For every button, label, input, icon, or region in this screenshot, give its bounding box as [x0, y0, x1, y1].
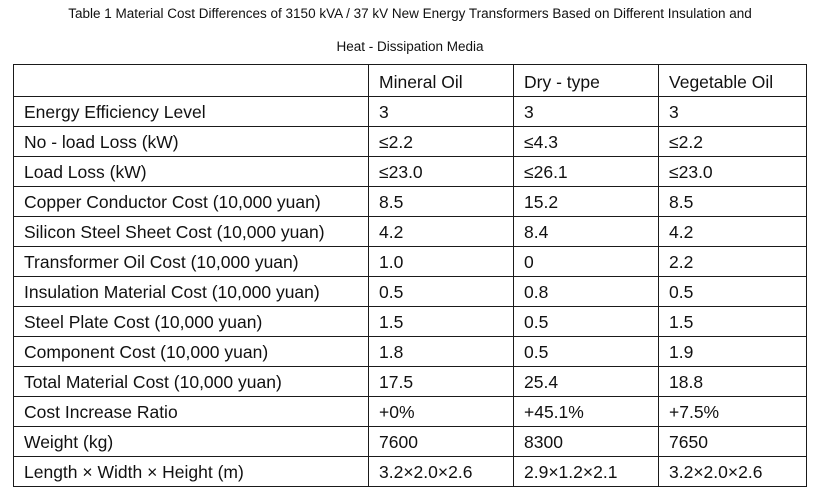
- table-row: Load Loss (kW) ≤23.0 ≤26.1 ≤23.0: [13, 156, 807, 187]
- row-label: Energy Efficiency Level: [13, 96, 369, 127]
- cell-vegetable-oil: 1.9: [658, 336, 807, 367]
- row-label: Weight (kg): [13, 426, 369, 457]
- cell-dry-type: 0.5: [513, 306, 659, 337]
- row-label: Component Cost (10,000 yuan): [13, 336, 369, 367]
- cell-mineral-oil: 1.8: [368, 336, 514, 367]
- header-cell-vegetable-oil: Vegetable Oil: [658, 64, 807, 97]
- cell-vegetable-oil: 1.5: [658, 306, 807, 337]
- table-row: Component Cost (10,000 yuan) 1.8 0.5 1.9: [13, 336, 807, 367]
- header-cell-dry-type: Dry - type: [513, 64, 659, 97]
- cell-vegetable-oil: 4.2: [658, 216, 807, 247]
- cost-comparison-table: Mineral Oil Dry - type Vegetable Oil Ene…: [13, 64, 807, 487]
- cell-dry-type: +45.1%: [513, 396, 659, 427]
- row-label: Transformer Oil Cost (10,000 yuan): [13, 246, 369, 277]
- cell-dry-type: 2.9×1.2×2.1: [513, 456, 659, 487]
- cell-vegetable-oil: 3: [658, 96, 807, 127]
- table-caption-line-1: Table 1 Material Cost Differences of 315…: [68, 6, 752, 21]
- cell-mineral-oil: 1.5: [368, 306, 514, 337]
- table-caption-line-2: Heat - Dissipation Media: [336, 39, 484, 54]
- cell-dry-type: ≤26.1: [513, 156, 659, 187]
- cell-vegetable-oil: 3.2×2.0×2.6: [658, 456, 807, 487]
- table-row: Total Material Cost (10,000 yuan) 17.5 2…: [13, 366, 807, 397]
- cell-mineral-oil: +0%: [368, 396, 514, 427]
- table-header-row: Mineral Oil Dry - type Vegetable Oil: [13, 64, 807, 97]
- table-row: Length × Width × Height (m) 3.2×2.0×2.6 …: [13, 456, 807, 487]
- cell-vegetable-oil: 8.5: [658, 186, 807, 217]
- row-label: Copper Conductor Cost (10,000 yuan): [13, 186, 369, 217]
- table-row: Energy Efficiency Level 3 3 3: [13, 96, 807, 127]
- cell-dry-type: 3: [513, 96, 659, 127]
- cell-dry-type: 0: [513, 246, 659, 277]
- table-row: Weight (kg) 7600 8300 7650: [13, 426, 807, 457]
- cell-mineral-oil: ≤2.2: [368, 126, 514, 157]
- header-cell-corner: [13, 64, 369, 97]
- table-row: Transformer Oil Cost (10,000 yuan) 1.0 0…: [13, 246, 807, 277]
- row-label: Cost Increase Ratio: [13, 396, 369, 427]
- cell-vegetable-oil: 7650: [658, 426, 807, 457]
- cell-mineral-oil: 4.2: [368, 216, 514, 247]
- table-row: Silicon Steel Sheet Cost (10,000 yuan) 4…: [13, 216, 807, 247]
- cell-vegetable-oil: ≤23.0: [658, 156, 807, 187]
- cell-dry-type: 15.2: [513, 186, 659, 217]
- row-label: Insulation Material Cost (10,000 yuan): [13, 276, 369, 307]
- cell-vegetable-oil: +7.5%: [658, 396, 807, 427]
- cell-dry-type: ≤4.3: [513, 126, 659, 157]
- table-row: Copper Conductor Cost (10,000 yuan) 8.5 …: [13, 186, 807, 217]
- cell-dry-type: 8.4: [513, 216, 659, 247]
- cell-dry-type: 25.4: [513, 366, 659, 397]
- cell-mineral-oil: ≤23.0: [368, 156, 514, 187]
- row-label: Length × Width × Height (m): [13, 456, 369, 487]
- cell-vegetable-oil: 2.2: [658, 246, 807, 277]
- cell-mineral-oil: 3.2×2.0×2.6: [368, 456, 514, 487]
- cell-vegetable-oil: ≤2.2: [658, 126, 807, 157]
- table-row: Steel Plate Cost (10,000 yuan) 1.5 0.5 1…: [13, 306, 807, 337]
- cell-dry-type: 0.5: [513, 336, 659, 367]
- cell-mineral-oil: 1.0: [368, 246, 514, 277]
- cell-mineral-oil: 3: [368, 96, 514, 127]
- row-label: Total Material Cost (10,000 yuan): [13, 366, 369, 397]
- row-label: Load Loss (kW): [13, 156, 369, 187]
- cell-mineral-oil: 8.5: [368, 186, 514, 217]
- cell-mineral-oil: 17.5: [368, 366, 514, 397]
- row-label: No - load Loss (kW): [13, 126, 369, 157]
- row-label: Steel Plate Cost (10,000 yuan): [13, 306, 369, 337]
- cell-dry-type: 0.8: [513, 276, 659, 307]
- cell-mineral-oil: 7600: [368, 426, 514, 457]
- cell-mineral-oil: 0.5: [368, 276, 514, 307]
- table-row: No - load Loss (kW) ≤2.2 ≤4.3 ≤2.2: [13, 126, 807, 157]
- cell-vegetable-oil: 0.5: [658, 276, 807, 307]
- cell-dry-type: 8300: [513, 426, 659, 457]
- table-row: Cost Increase Ratio +0% +45.1% +7.5%: [13, 396, 807, 427]
- cell-vegetable-oil: 18.8: [658, 366, 807, 397]
- header-cell-mineral-oil: Mineral Oil: [368, 64, 514, 97]
- table-row: Insulation Material Cost (10,000 yuan) 0…: [13, 276, 807, 307]
- row-label: Silicon Steel Sheet Cost (10,000 yuan): [13, 216, 369, 247]
